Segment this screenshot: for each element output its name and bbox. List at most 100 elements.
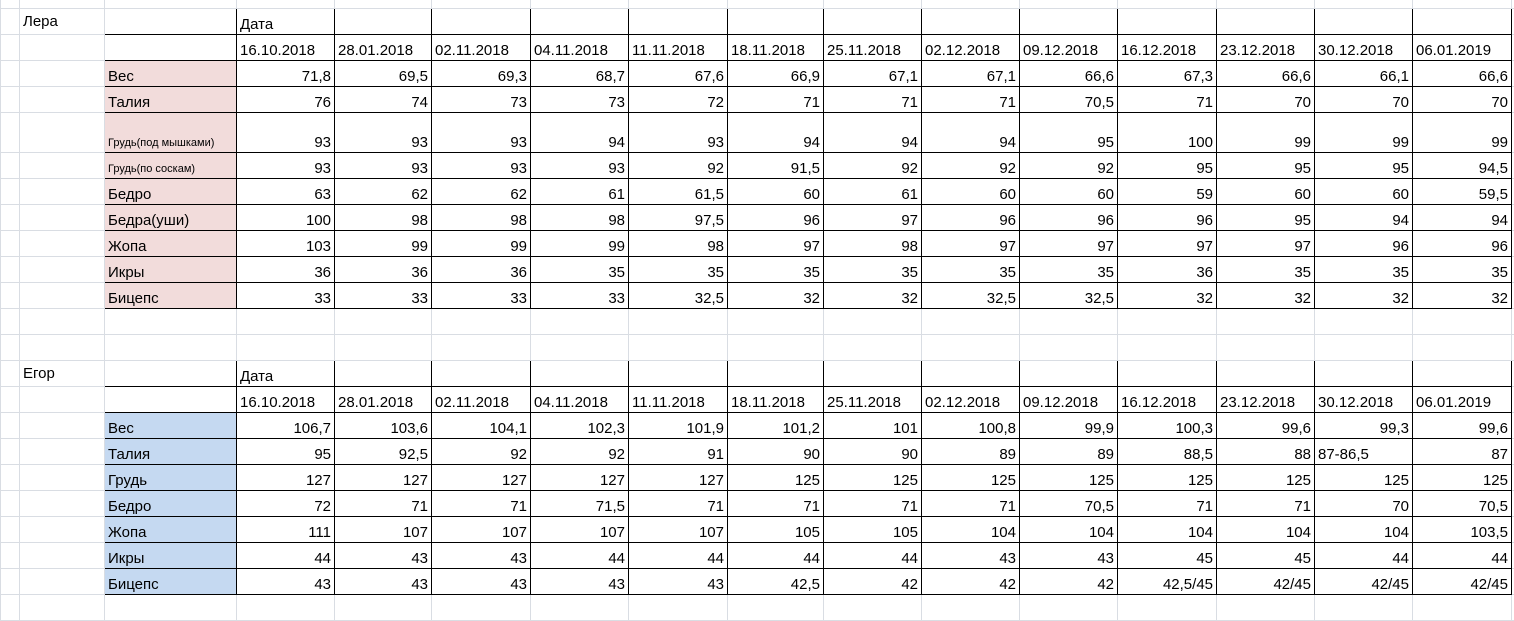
date-column-header[interactable]: 30.12.2018 — [1315, 387, 1413, 413]
value-cell[interactable]: 90 — [824, 439, 922, 465]
value-cell[interactable]: 99,6 — [1413, 413, 1512, 439]
empty-cell[interactable] — [728, 9, 824, 35]
value-cell[interactable]: 33 — [531, 283, 629, 309]
value-cell[interactable]: 67,1 — [824, 61, 922, 87]
value-cell[interactable]: 66,6 — [1020, 61, 1118, 87]
empty-cell[interactable] — [237, 309, 335, 335]
empty-cell[interactable] — [1, 35, 20, 61]
empty-cell[interactable] — [20, 205, 105, 231]
empty-cell[interactable] — [1413, 309, 1512, 335]
empty-cell[interactable] — [629, 595, 728, 621]
empty-cell[interactable] — [20, 595, 105, 621]
value-cell[interactable]: 103 — [237, 231, 335, 257]
value-cell[interactable]: 94 — [728, 113, 824, 153]
value-cell[interactable]: 66,6 — [1413, 61, 1512, 87]
value-cell[interactable]: 66,9 — [728, 61, 824, 87]
empty-cell[interactable] — [20, 413, 105, 439]
value-cell[interactable]: 103,5 — [1413, 517, 1512, 543]
empty-cell[interactable] — [20, 309, 105, 335]
value-cell[interactable]: 71,5 — [531, 491, 629, 517]
empty-cell[interactable] — [824, 309, 922, 335]
empty-cell[interactable] — [432, 335, 531, 361]
value-cell[interactable]: 96 — [1020, 205, 1118, 231]
date-column-header[interactable]: 04.11.2018 — [531, 35, 629, 61]
value-cell[interactable]: 125 — [1118, 465, 1217, 491]
value-cell[interactable]: 67,1 — [922, 61, 1020, 87]
value-cell[interactable]: 107 — [531, 517, 629, 543]
empty-cell[interactable] — [1413, 9, 1512, 35]
value-cell[interactable]: 35 — [1217, 257, 1315, 283]
value-cell[interactable]: 93 — [629, 113, 728, 153]
empty-cell[interactable] — [237, 595, 335, 621]
empty-cell[interactable] — [20, 283, 105, 309]
date-column-header[interactable]: 06.01.2019 — [1413, 387, 1512, 413]
value-cell[interactable]: 68,7 — [531, 61, 629, 87]
value-cell[interactable]: 99,3 — [1315, 413, 1413, 439]
value-cell[interactable]: 32 — [1118, 283, 1217, 309]
empty-cell[interactable] — [728, 361, 824, 387]
value-cell[interactable]: 97 — [1118, 231, 1217, 257]
value-cell[interactable]: 69,3 — [432, 61, 531, 87]
empty-cell[interactable] — [105, 0, 237, 9]
value-cell[interactable]: 107 — [629, 517, 728, 543]
value-cell[interactable]: 44 — [728, 543, 824, 569]
value-cell[interactable]: 111 — [237, 517, 335, 543]
empty-cell[interactable] — [1, 387, 20, 413]
value-cell[interactable]: 44 — [531, 543, 629, 569]
empty-cell[interactable] — [20, 179, 105, 205]
empty-cell[interactable] — [1020, 595, 1118, 621]
empty-cell[interactable] — [1, 491, 20, 517]
date-header[interactable]: Дата — [237, 9, 335, 35]
value-cell[interactable]: 125 — [1315, 465, 1413, 491]
empty-cell[interactable] — [922, 9, 1020, 35]
value-cell[interactable]: 71 — [1118, 491, 1217, 517]
empty-cell[interactable] — [1217, 361, 1315, 387]
value-cell[interactable]: 43 — [335, 569, 432, 595]
value-cell[interactable]: 42/45 — [1315, 569, 1413, 595]
empty-cell[interactable] — [432, 309, 531, 335]
value-cell[interactable]: 76 — [237, 87, 335, 113]
value-cell[interactable]: 125 — [922, 465, 1020, 491]
empty-cell[interactable] — [1, 205, 20, 231]
value-cell[interactable]: 74 — [335, 87, 432, 113]
value-cell[interactable]: 35 — [629, 257, 728, 283]
date-column-header[interactable]: 28.01.2018 — [335, 35, 432, 61]
value-cell[interactable]: 42,5/45 — [1118, 569, 1217, 595]
value-cell[interactable]: 35 — [531, 257, 629, 283]
date-column-header[interactable]: 30.12.2018 — [1315, 35, 1413, 61]
empty-cell[interactable] — [105, 309, 237, 335]
date-column-header[interactable]: 02.11.2018 — [432, 35, 531, 61]
value-cell[interactable]: 43 — [432, 569, 531, 595]
value-cell[interactable]: 71 — [728, 491, 824, 517]
empty-cell[interactable] — [531, 9, 629, 35]
value-cell[interactable]: 72 — [237, 491, 335, 517]
date-column-header[interactable]: 02.12.2018 — [922, 387, 1020, 413]
empty-cell[interactable] — [1315, 9, 1413, 35]
row-label[interactable]: Икры — [105, 257, 237, 283]
empty-cell[interactable] — [20, 569, 105, 595]
row-label[interactable]: Грудь — [105, 465, 237, 491]
value-cell[interactable]: 60 — [1315, 179, 1413, 205]
empty-cell[interactable] — [237, 335, 335, 361]
value-cell[interactable]: 44 — [824, 543, 922, 569]
empty-cell[interactable] — [20, 113, 105, 153]
value-cell[interactable]: 125 — [1217, 465, 1315, 491]
empty-cell[interactable] — [1, 0, 20, 9]
value-cell[interactable]: 70 — [1217, 87, 1315, 113]
empty-cell[interactable] — [1, 179, 20, 205]
empty-cell[interactable] — [1315, 335, 1413, 361]
empty-cell[interactable] — [531, 309, 629, 335]
value-cell[interactable]: 102,3 — [531, 413, 629, 439]
value-cell[interactable]: 70 — [1413, 87, 1512, 113]
value-cell[interactable]: 43 — [531, 569, 629, 595]
value-cell[interactable]: 105 — [728, 517, 824, 543]
value-cell[interactable]: 32 — [824, 283, 922, 309]
empty-cell[interactable] — [728, 309, 824, 335]
value-cell[interactable]: 71 — [824, 87, 922, 113]
empty-cell[interactable] — [922, 309, 1020, 335]
value-cell[interactable]: 98 — [824, 231, 922, 257]
empty-cell[interactable] — [629, 9, 728, 35]
empty-cell[interactable] — [1315, 595, 1413, 621]
empty-cell[interactable] — [1, 309, 20, 335]
empty-cell[interactable] — [432, 595, 531, 621]
